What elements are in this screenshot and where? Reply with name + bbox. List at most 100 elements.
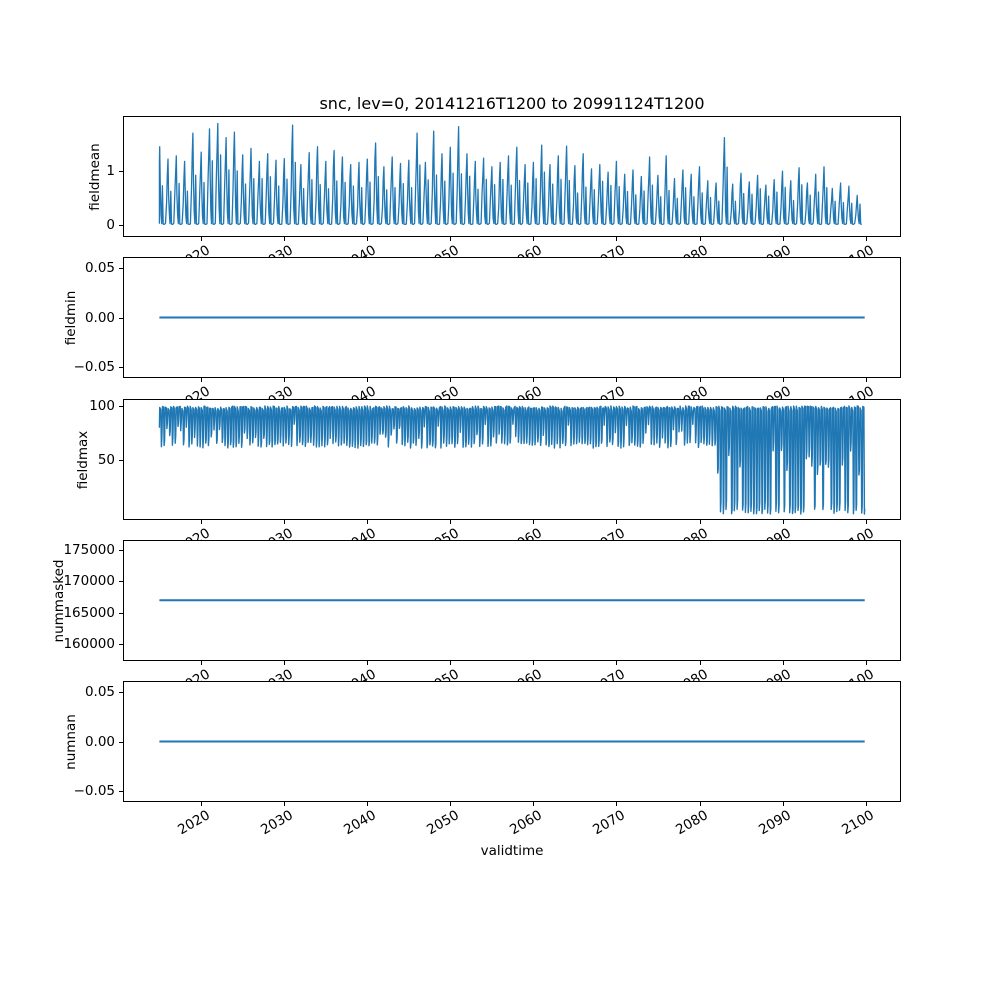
y-tick-label: −0.05 [73,782,115,799]
y-tick-mark [119,741,123,743]
y-tick-label: 0.05 [84,260,115,277]
x-tick-mark [284,802,286,806]
x-tick-mark [533,378,535,382]
x-tick-mark [367,520,369,524]
x-tick-label: 2090 [756,807,794,839]
x-tick-mark [367,378,369,382]
y-tick-label: 165000 [63,604,115,621]
x-tick-label: 2020 [174,807,213,839]
x-tick-mark [782,661,784,665]
x-tick-mark [699,520,701,524]
y-tick-label: 50 [97,452,115,469]
x-tick-mark [201,378,203,382]
x-tick-mark [865,661,867,665]
x-tick-mark [616,802,618,806]
y-tick-mark [119,612,123,614]
y-tick-label: −0.05 [73,358,115,375]
y-tick-mark [119,790,123,792]
x-tick-label: 2060 [507,807,545,839]
subplot-fieldmean: 10202020302040205020602070208020902100fi… [87,116,901,273]
x-tick-label: 2080 [673,807,711,839]
y-tick-mark [119,225,123,227]
x-tick-mark [533,802,535,806]
x-tick-mark [865,802,867,806]
fieldmean-series [158,122,862,226]
x-tick-mark [699,378,701,382]
x-tick-mark [367,802,369,806]
fieldmin-axis-label: fieldmin [63,290,79,346]
x-tick-mark [616,378,618,382]
y-tick-label: 0.00 [84,733,115,750]
x-tick-mark [450,237,452,241]
x-tick-mark [699,237,701,241]
x-tick-mark [782,802,784,806]
x-tick-mark [201,661,203,665]
x-tick-mark [533,661,535,665]
subplot-fieldmin: 0.050.00−0.05202020302040205020602070208… [63,257,901,414]
subplot-nummasked: 1750001700001650001600002020203020402050… [51,540,901,697]
x-axis-label: validtime [480,843,544,859]
y-tick-mark [119,268,123,270]
y-tick-mark [119,406,123,407]
x-tick-mark [201,802,203,806]
figure-title: snc, lev=0, 20141216T1200 to 20991124T12… [319,94,705,113]
y-tick-label: 100 [89,398,115,414]
x-tick-mark [616,520,618,524]
x-tick-mark [367,661,369,665]
x-tick-label: 2050 [424,807,462,839]
x-tick-mark [699,802,701,806]
x-tick-mark [284,661,286,665]
y-tick-label: 1 [106,163,115,180]
x-tick-mark [616,237,618,241]
y-tick-mark [119,644,123,646]
x-tick-label: 2100 [839,807,877,839]
numnan-axis-label: numnan [63,714,79,770]
x-tick-label: 2070 [590,807,628,839]
fieldmean-axis-label: fieldmean [87,143,103,211]
y-tick-mark [119,549,123,551]
x-tick-mark [533,237,535,241]
x-tick-mark [450,378,452,382]
subplot-numnan: 0.05 0.00 −0.05 2020 2030 2040 2050 2060 2070 208… [63,681,901,838]
y-tick-label: 0 [106,217,115,234]
fieldmax-series [158,405,866,515]
x-tick-mark [616,661,618,665]
x-tick-mark [450,661,452,665]
x-tick-mark [699,661,701,665]
x-tick-mark [201,237,203,241]
y-tick-mark [119,460,123,462]
x-tick-mark [450,520,452,524]
y-tick-label: 0.00 [84,309,115,326]
fieldmin-series [159,316,865,319]
nummasked-series [159,599,865,602]
x-tick-label: 2040 [341,807,379,839]
x-tick-mark [865,520,867,524]
x-tick-mark [533,520,535,524]
y-tick-mark [119,581,123,583]
x-tick-mark [865,378,867,382]
y-tick-label: 0.05 [84,684,115,701]
numnan-series [159,740,865,743]
y-tick-mark [119,317,123,319]
x-tick-mark [284,237,286,241]
y-tick-label: 160000 [63,636,115,653]
nummasked-axis-label: nummasked [51,559,67,643]
x-tick-mark [782,378,784,382]
fieldmax-axis-label: fieldmax [75,430,91,490]
y-tick-mark [119,692,123,694]
x-tick-label: 2030 [258,807,296,839]
y-tick-mark [119,366,123,368]
y-tick-label: 175000 [63,541,115,558]
y-tick-label: 170000 [63,573,115,590]
x-tick-mark [782,237,784,241]
x-tick-mark [284,378,286,382]
x-tick-mark [450,802,452,806]
x-tick-mark [284,520,286,524]
x-tick-mark [201,520,203,524]
x-tick-mark [865,237,867,241]
x-tick-mark [367,237,369,241]
x-tick-mark [782,520,784,524]
subplot-fieldmax: 1005020202030204020502060207020802090210… [75,398,901,556]
y-tick-mark [119,171,123,173]
